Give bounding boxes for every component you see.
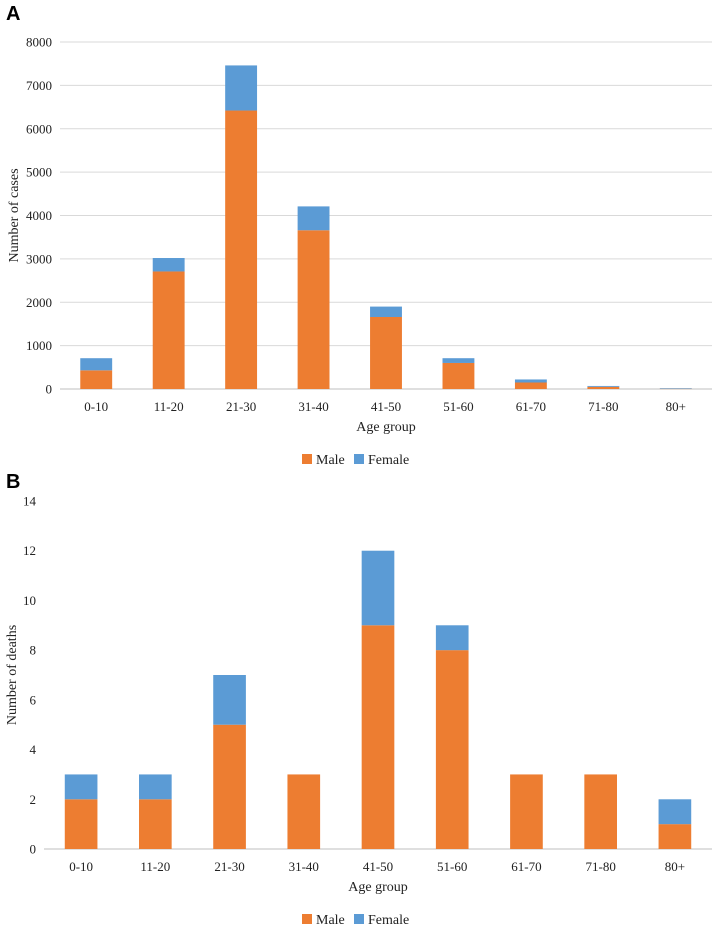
y-axis-title: Number of deaths [5, 625, 20, 725]
bar-female-0-10 [80, 358, 113, 371]
y-tick-label: 10 [23, 593, 36, 608]
bar-female-71-80 [587, 385, 620, 387]
x-tick-label: 51-60 [443, 399, 473, 414]
x-tick-label: 80+ [666, 399, 686, 414]
x-tick-label: 71-80 [585, 859, 615, 874]
bar-male-61-70 [514, 382, 547, 389]
bar-female-31-40 [297, 206, 330, 231]
x-tick-label: 0-10 [69, 859, 93, 874]
legend: Male Female [302, 453, 409, 468]
x-tick-label: 41-50 [371, 399, 401, 414]
x-tick-label: 31-40 [298, 399, 328, 414]
bar-male-0-10 [64, 799, 98, 849]
y-tick-label: 2000 [26, 295, 52, 310]
bar-male-21-30 [213, 724, 246, 849]
x-tick-label: 51-60 [437, 859, 467, 874]
bar-female-21-30 [225, 65, 258, 111]
x-tick-label: 41-50 [363, 859, 393, 874]
x-tick-label: 31-40 [289, 859, 319, 874]
legend-label-male: Male [316, 453, 345, 468]
y-tick-label: 4 [30, 742, 37, 757]
bar-female-61-70 [514, 379, 547, 383]
bar-male-80+ [658, 824, 692, 849]
y-tick-label: 1000 [26, 338, 52, 353]
bar-female-11-20 [152, 258, 185, 272]
y-tick-label: 12 [23, 543, 36, 558]
y-tick-label: 14 [23, 494, 37, 509]
y-tick-label: 2 [30, 792, 37, 807]
chart-panel-a: A 0 1000 2000 3000 4000 5000 6000 7000 8000 0-10 11… [6, 3, 712, 468]
x-tick-label: 0-10 [84, 399, 108, 414]
bar-female-41-50 [361, 550, 395, 626]
y-tick-label: 8000 [26, 35, 52, 50]
bar-female-0-10 [64, 774, 98, 800]
y-tick-label: 4000 [26, 208, 52, 223]
bar-male-31-40 [297, 230, 330, 389]
bar-female-21-30 [213, 675, 246, 725]
bar-male-21-30 [225, 110, 258, 389]
y-axis-title: Number of cases [7, 168, 22, 262]
bar-male-51-60 [442, 362, 475, 389]
y-tick-label: 8 [30, 643, 37, 658]
y-tick-label: 7000 [26, 78, 52, 93]
chart-panel-b: B 0 2 4 6 8 10 12 14 0-10 11-20 21-30 31-40 41-50 51-6… [5, 471, 712, 928]
bar-male-41-50 [361, 625, 395, 849]
legend-swatch-male [302, 454, 312, 464]
legend-label-male: Male [316, 913, 345, 928]
legend-swatch-female [354, 914, 364, 924]
panel-label: A [6, 3, 20, 25]
x-tick-label: 11-20 [154, 399, 184, 414]
bar-male-41-50 [370, 317, 402, 389]
x-axis-title: Age group [356, 420, 416, 435]
x-tick-label: 71-80 [588, 399, 618, 414]
x-tick-label: 21-30 [214, 859, 244, 874]
bar-male-31-40 [287, 774, 321, 849]
bar-female-41-50 [370, 306, 402, 317]
bar-female-51-60 [442, 358, 475, 363]
legend: Male Female [302, 913, 409, 928]
bar-male-71-80 [584, 774, 617, 849]
y-tick-label: 0 [30, 842, 37, 857]
bar-male-51-60 [435, 650, 469, 849]
x-axis-title: Age group [348, 880, 408, 895]
x-tick-label: 61-70 [516, 399, 546, 414]
bar-male-11-20 [152, 271, 185, 389]
bar-female-80+ [659, 388, 692, 389]
panel-label: B [6, 471, 20, 493]
x-tick-label: 11-20 [140, 859, 170, 874]
bar-female-80+ [658, 799, 692, 825]
legend-label-female: Female [368, 913, 409, 928]
legend-label-female: Female [368, 453, 409, 468]
y-tick-label: 6000 [26, 121, 52, 136]
y-tick-label: 5000 [26, 165, 52, 180]
bar-female-51-60 [435, 625, 469, 651]
bar-male-11-20 [139, 799, 172, 849]
y-tick-label: 0 [46, 382, 53, 397]
y-tick-label: 6 [30, 692, 37, 707]
bar-male-61-70 [510, 774, 543, 849]
bar-male-71-80 [587, 386, 620, 389]
y-tick-label: 3000 [26, 251, 52, 266]
legend-swatch-male [302, 914, 312, 924]
x-tick-label: 61-70 [511, 859, 541, 874]
x-tick-label: 21-30 [226, 399, 256, 414]
legend-swatch-female [354, 454, 364, 464]
x-tick-label: 80+ [665, 859, 685, 874]
bar-female-11-20 [139, 774, 172, 800]
bar-male-0-10 [80, 370, 113, 389]
